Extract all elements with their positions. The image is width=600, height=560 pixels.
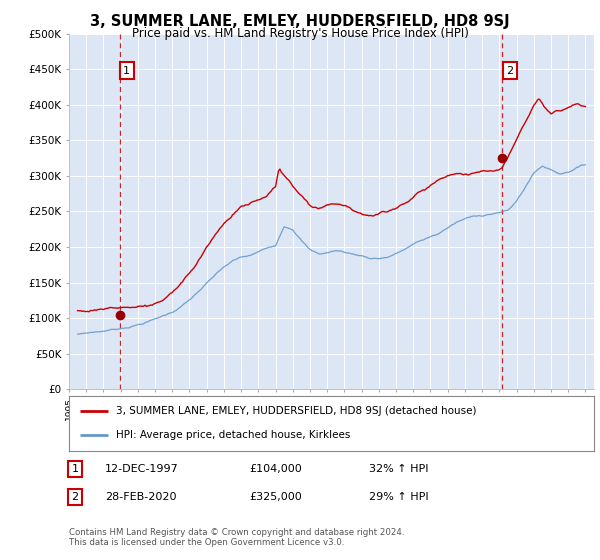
- Text: 2: 2: [71, 492, 79, 502]
- Text: 32% ↑ HPI: 32% ↑ HPI: [369, 464, 428, 474]
- Text: 2: 2: [506, 66, 514, 76]
- Text: 3, SUMMER LANE, EMLEY, HUDDERSFIELD, HD8 9SJ: 3, SUMMER LANE, EMLEY, HUDDERSFIELD, HD8…: [90, 14, 510, 29]
- Text: 1: 1: [71, 464, 79, 474]
- Text: 29% ↑ HPI: 29% ↑ HPI: [369, 492, 428, 502]
- Text: Contains HM Land Registry data © Crown copyright and database right 2024.
This d: Contains HM Land Registry data © Crown c…: [69, 528, 404, 547]
- Text: 28-FEB-2020: 28-FEB-2020: [105, 492, 176, 502]
- Text: Price paid vs. HM Land Registry's House Price Index (HPI): Price paid vs. HM Land Registry's House …: [131, 27, 469, 40]
- Text: 1: 1: [124, 66, 130, 76]
- Text: HPI: Average price, detached house, Kirklees: HPI: Average price, detached house, Kirk…: [116, 431, 350, 440]
- Text: £104,000: £104,000: [249, 464, 302, 474]
- Text: £325,000: £325,000: [249, 492, 302, 502]
- Text: 3, SUMMER LANE, EMLEY, HUDDERSFIELD, HD8 9SJ (detached house): 3, SUMMER LANE, EMLEY, HUDDERSFIELD, HD8…: [116, 407, 477, 416]
- Text: 12-DEC-1997: 12-DEC-1997: [105, 464, 179, 474]
